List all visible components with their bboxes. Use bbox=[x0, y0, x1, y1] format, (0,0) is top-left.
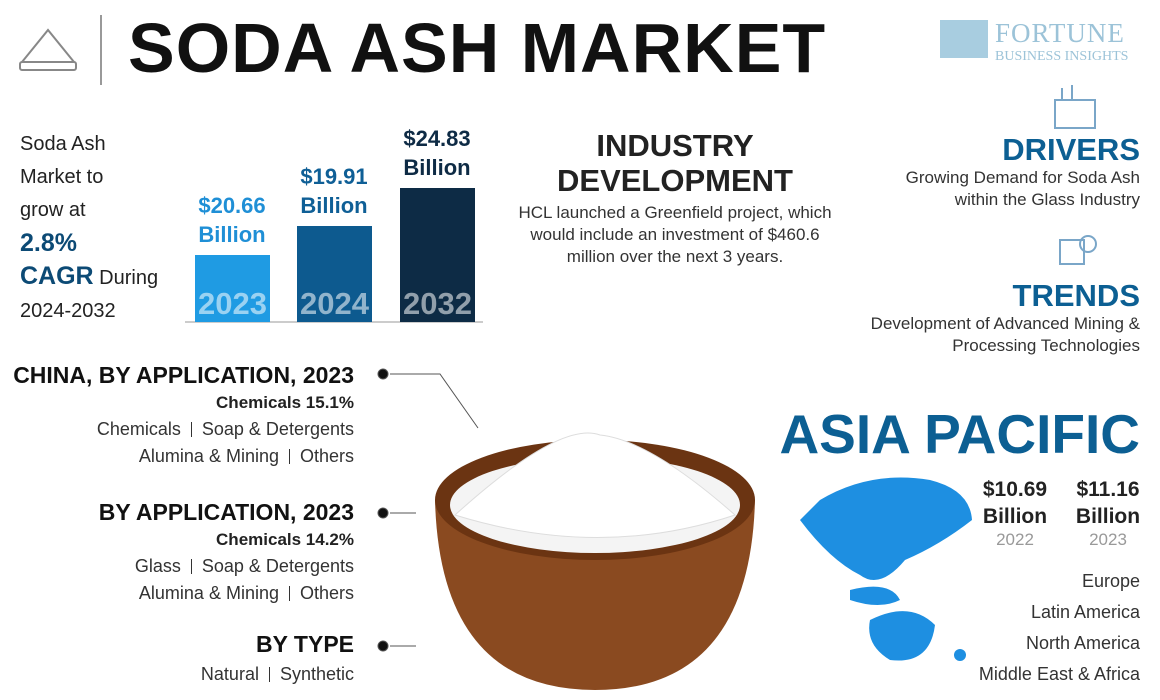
bar-unit: Billion bbox=[198, 222, 266, 247]
separator bbox=[268, 667, 270, 682]
logo-sub: BUSINESS INSIGHTS bbox=[995, 49, 1129, 64]
segment-item: Soap & Detergents bbox=[201, 419, 354, 439]
growth-text: During bbox=[99, 267, 159, 289]
segment-item: Others bbox=[299, 446, 354, 466]
growth-text: grow at bbox=[20, 199, 86, 221]
industry: INDUSTRY DEVELOPMENT HCL launched a Gree… bbox=[510, 128, 840, 268]
drivers-title: DRIVERS bbox=[1002, 132, 1140, 167]
segment-highlight: Chemicals 14.2% bbox=[216, 530, 354, 549]
bar-unit: Billion bbox=[300, 193, 368, 218]
logo: FORTUNE BUSINESS INSIGHTS bbox=[995, 18, 1128, 65]
region-stat: $11.16 Billion 2023 bbox=[1068, 476, 1148, 550]
logo-name: FORTUNE bbox=[995, 18, 1125, 48]
stat-value: $11.16 bbox=[1076, 478, 1140, 501]
bar-year: 2024 bbox=[300, 286, 369, 321]
industry-text: HCL launched a Greenfield project, which… bbox=[518, 203, 832, 266]
region-stat: $10.69 Billion 2022 bbox=[975, 476, 1055, 550]
bar-unit: Billion bbox=[403, 155, 471, 180]
bar-value: $24.83 bbox=[403, 126, 471, 151]
separator bbox=[190, 559, 192, 574]
segment-item: Soap & Detergents bbox=[201, 556, 354, 576]
salt-icon bbox=[19, 28, 77, 71]
logo-mark bbox=[940, 20, 988, 58]
asia-map bbox=[800, 477, 972, 661]
region-title: ASIA PACIFIC bbox=[779, 403, 1140, 465]
stat-unit: Billion bbox=[1075, 505, 1141, 528]
bar-label: $24.83 Billion bbox=[382, 124, 492, 182]
growth-text: Market to bbox=[20, 166, 104, 188]
segment-row: Glass Soap & Detergents bbox=[99, 556, 354, 577]
segment-title: BY APPLICATION, 2023 bbox=[98, 499, 354, 525]
trends: TRENDS Development of Advanced Mining & … bbox=[860, 278, 1140, 357]
other-region: Middle East & Africa bbox=[978, 664, 1140, 684]
segment-item: Glass bbox=[134, 556, 181, 576]
segment-row: Alumina & Mining Others bbox=[13, 446, 354, 467]
segment-item: Chemicals bbox=[96, 419, 181, 439]
separator bbox=[288, 449, 290, 464]
other-region: Europe bbox=[1081, 571, 1140, 591]
stat-year: 2023 bbox=[1089, 530, 1127, 549]
drivers: DRIVERS Growing Demand for Soda Ash with… bbox=[870, 132, 1140, 211]
segment: BY APPLICATION, 2023 Chemicals 14.2% Glass… bbox=[99, 499, 354, 604]
drivers-text: Growing Demand for Soda Ash within the G… bbox=[905, 168, 1140, 209]
industry-title: INDUSTRY DEVELOPMENT bbox=[557, 128, 793, 198]
growth: Soda Ash Market to grow at 2.8% CAGR Dur… bbox=[20, 128, 158, 328]
bar bbox=[400, 188, 475, 322]
stat-year: 2022 bbox=[996, 530, 1034, 549]
factory-icon bbox=[1054, 85, 1096, 129]
other-region: North America bbox=[1025, 633, 1140, 653]
bar bbox=[297, 226, 372, 322]
segment-item: Alumina & Mining bbox=[138, 446, 279, 466]
separator bbox=[190, 422, 192, 437]
stat-value: $10.69 bbox=[982, 478, 1048, 501]
segment: CHINA, BY APPLICATION, 2023 Chemicals 15.… bbox=[13, 362, 354, 467]
segment-row: Chemicals Soap & Detergents bbox=[13, 419, 354, 440]
segment-highlight: Chemicals 15.1% bbox=[216, 393, 354, 412]
segment-row: Alumina & Mining Others bbox=[99, 583, 354, 604]
page-title: SODA ASH MARKET bbox=[128, 9, 827, 87]
segment-item: Others bbox=[299, 583, 354, 603]
bar bbox=[195, 255, 270, 322]
trends-text: Development of Advanced Mining & Process… bbox=[870, 314, 1140, 355]
segment-title: CHINA, BY APPLICATION, 2023 bbox=[13, 362, 354, 388]
bar-year: 2032 bbox=[403, 286, 472, 321]
cagr-rate: 2.8% bbox=[20, 229, 77, 257]
segment-item: Natural bbox=[200, 664, 259, 684]
segment-item: Synthetic bbox=[279, 664, 354, 684]
bar-year: 2023 bbox=[198, 286, 267, 321]
bar-label: $19.91 Billion bbox=[279, 162, 389, 220]
connectors bbox=[377, 368, 479, 652]
separator bbox=[288, 586, 290, 601]
stat-unit: Billion bbox=[982, 505, 1048, 528]
bar-value: $19.91 bbox=[300, 164, 368, 189]
bar-label: $20.66 Billion bbox=[177, 191, 287, 249]
trends-title: TRENDS bbox=[1012, 278, 1140, 313]
chip-icon bbox=[1059, 235, 1097, 265]
segment-row: Natural Synthetic bbox=[201, 664, 354, 685]
segment-title: BY TYPE bbox=[256, 631, 354, 657]
cagr-label: CAGR bbox=[20, 262, 94, 290]
bowl bbox=[435, 432, 755, 690]
growth-period: 2024-2032 bbox=[20, 300, 116, 322]
other-region: Latin America bbox=[1030, 602, 1140, 622]
segment: BY TYPE Natural Synthetic bbox=[201, 631, 354, 685]
bar-value: $20.66 bbox=[198, 193, 266, 218]
growth-text: Soda Ash bbox=[20, 133, 106, 155]
segment-item: Alumina & Mining bbox=[138, 583, 279, 603]
